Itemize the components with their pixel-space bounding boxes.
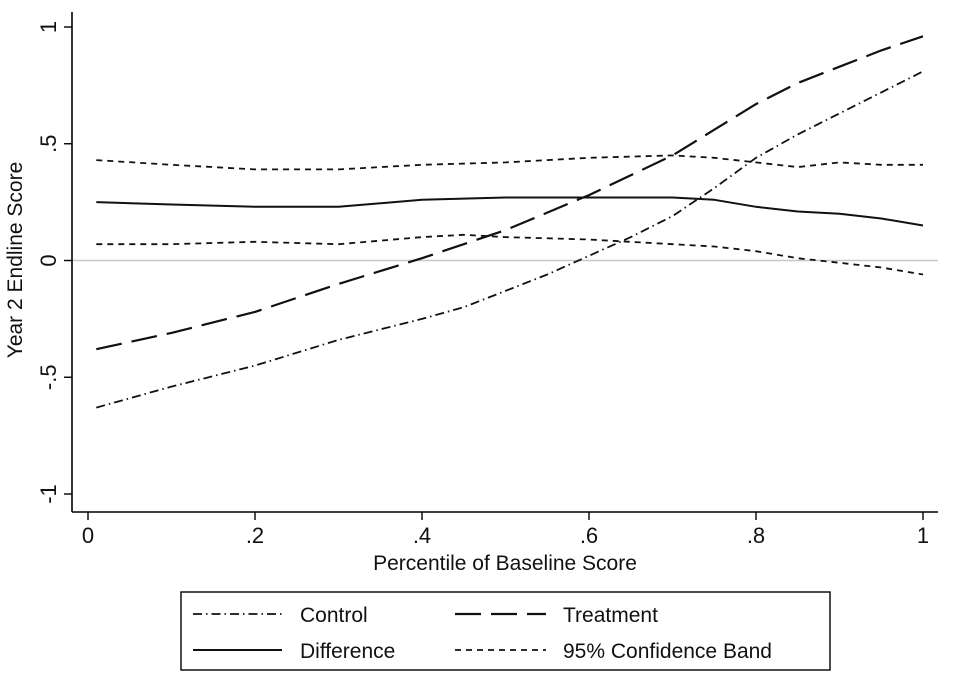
x-tick-label: .4 [413,523,431,548]
legend-label: Difference [300,640,395,663]
series-line-control [96,70,924,409]
legend-label: Treatment [563,604,658,627]
series-line-treatment [96,35,924,351]
y-tick-label: -.5 [36,364,61,390]
y-tick-label: -1 [36,484,61,504]
x-axis: 0 .2 .4 .6 .8 1 [72,511,938,548]
series-line-difference [96,196,924,227]
y-tick-label: 1 [36,21,61,33]
series-line-95-confidence-band [96,154,923,171]
x-tick-label: .2 [246,523,264,548]
y-axis: -1 -.5 0 .5 1 [36,12,73,512]
x-tick-label: .6 [580,523,598,548]
y-axis-title: Year 2 Endline Score [4,162,27,359]
x-tick-label: 0 [82,523,94,548]
x-tick-label: 1 [917,523,929,548]
x-tick-label: .8 [747,523,765,548]
legend-label: Control [300,604,368,627]
y-tick-label: .5 [36,135,61,153]
x-axis-title: Percentile of Baseline Score [373,552,637,575]
legend-label: 95% Confidence Band [563,640,772,663]
series-line-lower-confidence-band [96,233,924,276]
plot-area [72,35,938,409]
legend: Control Treatment Difference 95% Confidence… [180,591,831,671]
y-tick-label: 0 [36,254,61,266]
legend-box [180,591,831,671]
